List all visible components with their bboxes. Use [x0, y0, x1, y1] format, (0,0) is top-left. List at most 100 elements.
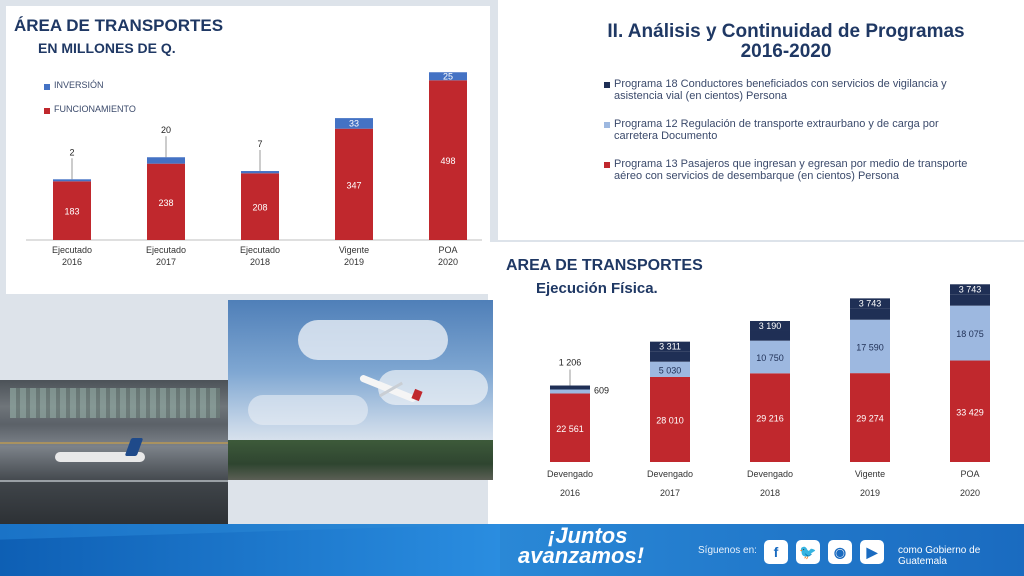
category-label: Devengado [547, 469, 593, 479]
programs-panel: II. Análisis y Continuidad de Programas … [498, 0, 1024, 240]
bar-segment-2 [750, 330, 790, 341]
label-program-13: 29 274 [856, 414, 884, 424]
follow-label: Síguenos en: [698, 545, 757, 556]
bar-segment-2-label-box [750, 320, 790, 331]
category-year: 2020 [438, 257, 458, 267]
youtube-icon[interactable]: ▶ [860, 540, 884, 564]
bar-segment-2 [950, 294, 990, 306]
bar-segment-1 [550, 389, 590, 394]
bar-segment-2 [650, 351, 690, 362]
program-18-label: Programa 18 Conductores beneficiados con… [614, 78, 947, 102]
label-program-13: 33 429 [956, 407, 984, 417]
bar-inversion [147, 157, 185, 164]
programs-title-line2: 2016-2020 [740, 41, 832, 62]
category-year: 2016 [62, 257, 82, 267]
category-label: Ejecutado [52, 245, 92, 255]
category-year: 2019 [344, 257, 364, 267]
category-year: 2016 [560, 488, 580, 498]
category-year: 2018 [250, 257, 270, 267]
legend-inversion: INVERSIÓN [44, 80, 104, 90]
label-inversion: 20 [161, 125, 171, 135]
label-program-12: 18 075 [956, 329, 984, 339]
label-inversion: 33 [349, 118, 359, 128]
label-program-18: 1 206 [559, 358, 582, 368]
label-program-18: 3 743 [959, 284, 982, 294]
social-handle: como Gobierno de Guatemala [898, 545, 981, 567]
category-label: Ejecutado [240, 245, 280, 255]
category-year: 2020 [960, 488, 980, 498]
bar-funcionamiento [53, 181, 91, 240]
bar-funcionamiento [147, 163, 185, 240]
bar-funcionamiento [241, 173, 279, 240]
bar-segment-0 [550, 393, 590, 462]
program-13-swatch [604, 162, 610, 168]
bar-segment-2 [850, 308, 890, 320]
bar-segment-1 [950, 305, 990, 361]
bar-segment-1 [750, 340, 790, 374]
category-label: Devengado [747, 469, 793, 479]
programs-title: II. Análisis y Continuidad de Programas … [498, 22, 1024, 62]
legend-swatch-funcionamiento [44, 108, 50, 114]
bar-inversion [241, 171, 279, 174]
label-program-12: 17 590 [856, 342, 884, 352]
bar-segment-1 [850, 319, 890, 374]
category-year: 2017 [660, 488, 680, 498]
bar-segment-0 [750, 373, 790, 462]
bar-funcionamiento [335, 128, 373, 240]
program-18-item: Programa 18 Conductores beneficiados con… [604, 78, 984, 102]
bar-segment-2-label-box [950, 284, 990, 295]
facebook-icon[interactable]: f [764, 540, 788, 564]
program-13-item: Programa 13 Pasajeros que ingresan y egr… [604, 158, 984, 182]
label-program-13: 22 561 [556, 424, 584, 434]
label-funcionamiento: 347 [346, 180, 361, 190]
footer-banner: ¡Juntos avanzamos! Síguenos en: f 🐦 ◉ ▶ … [0, 524, 1024, 576]
bar-segment-2 [550, 385, 590, 390]
physical-chart-panel: AREA DE TRANSPORTES Ejecución Física. 22… [488, 242, 1024, 524]
category-year: 2018 [760, 488, 780, 498]
category-label: Devengado [647, 469, 693, 479]
twitter-icon[interactable]: 🐦 [796, 540, 820, 564]
chart2-title: AREA DE TRANSPORTES [506, 257, 703, 274]
label-program-12: 609 [594, 386, 609, 396]
category-year: 2017 [156, 257, 176, 267]
bar-funcionamiento [429, 80, 467, 240]
slogan: ¡Juntos avanzamos! [518, 523, 644, 568]
instagram-icon[interactable]: ◉ [828, 540, 852, 564]
physical-bar-chart: 22 561 609 1 206 Devengado 2016 28 010 5 030 3 … [547, 284, 990, 498]
airplane-photo [228, 300, 493, 480]
program-12-swatch [604, 122, 610, 128]
bar-inversion [429, 72, 467, 81]
legend-label-funcionamiento: FUNCIONAMIENTO [54, 104, 136, 114]
category-label: Vigente [339, 245, 369, 255]
label-program-18: 3 743 [859, 298, 882, 308]
financial-bar-chart: 183 2 Ejecutado 2016 238 20 Ejecutado 2017 208 7 E… [26, 71, 482, 267]
label-program-12: 10 750 [756, 353, 784, 363]
category-label: Ejecutado [146, 245, 186, 255]
financial-chart-panel: ÁREA DE TRANSPORTES EN MILLONES DE Q. IN… [6, 6, 490, 294]
program-12-label: Programa 12 Regulación de transporte ext… [614, 118, 939, 142]
label-funcionamiento: 208 [252, 203, 267, 213]
chart1-subtitle: EN MILLONES DE Q. [38, 40, 176, 56]
slogan-line1: ¡Juntos [548, 523, 628, 548]
chart2-subtitle: Ejecución Física. [536, 280, 658, 297]
bar-inversion [335, 118, 373, 129]
label-funcionamiento: 183 [64, 207, 79, 217]
label-program-18: 3 190 [759, 321, 782, 331]
legend-label-inversion: INVERSIÓN [54, 80, 104, 90]
label-inversion: 2 [69, 147, 74, 157]
bar-segment-2-label-box [650, 341, 690, 352]
bar-segment-0 [950, 360, 990, 462]
label-inversion: 7 [257, 139, 262, 149]
category-label: POA [960, 469, 979, 479]
bar-segment-2-label-box [850, 298, 890, 309]
legend-swatch-inversion [44, 84, 50, 90]
category-label: Vigente [855, 469, 885, 479]
chart1-title: ÁREA DE TRANSPORTES [14, 16, 224, 35]
program-12-item: Programa 12 Regulación de transporte ext… [604, 118, 984, 142]
legend-funcionamiento: FUNCIONAMIENTO [44, 104, 136, 114]
slogan-line2: avanzamos! [518, 543, 644, 568]
label-inversion: 25 [443, 71, 453, 81]
category-label: POA [438, 245, 457, 255]
bar-segment-1 [650, 361, 690, 377]
category-year: 2019 [860, 488, 880, 498]
